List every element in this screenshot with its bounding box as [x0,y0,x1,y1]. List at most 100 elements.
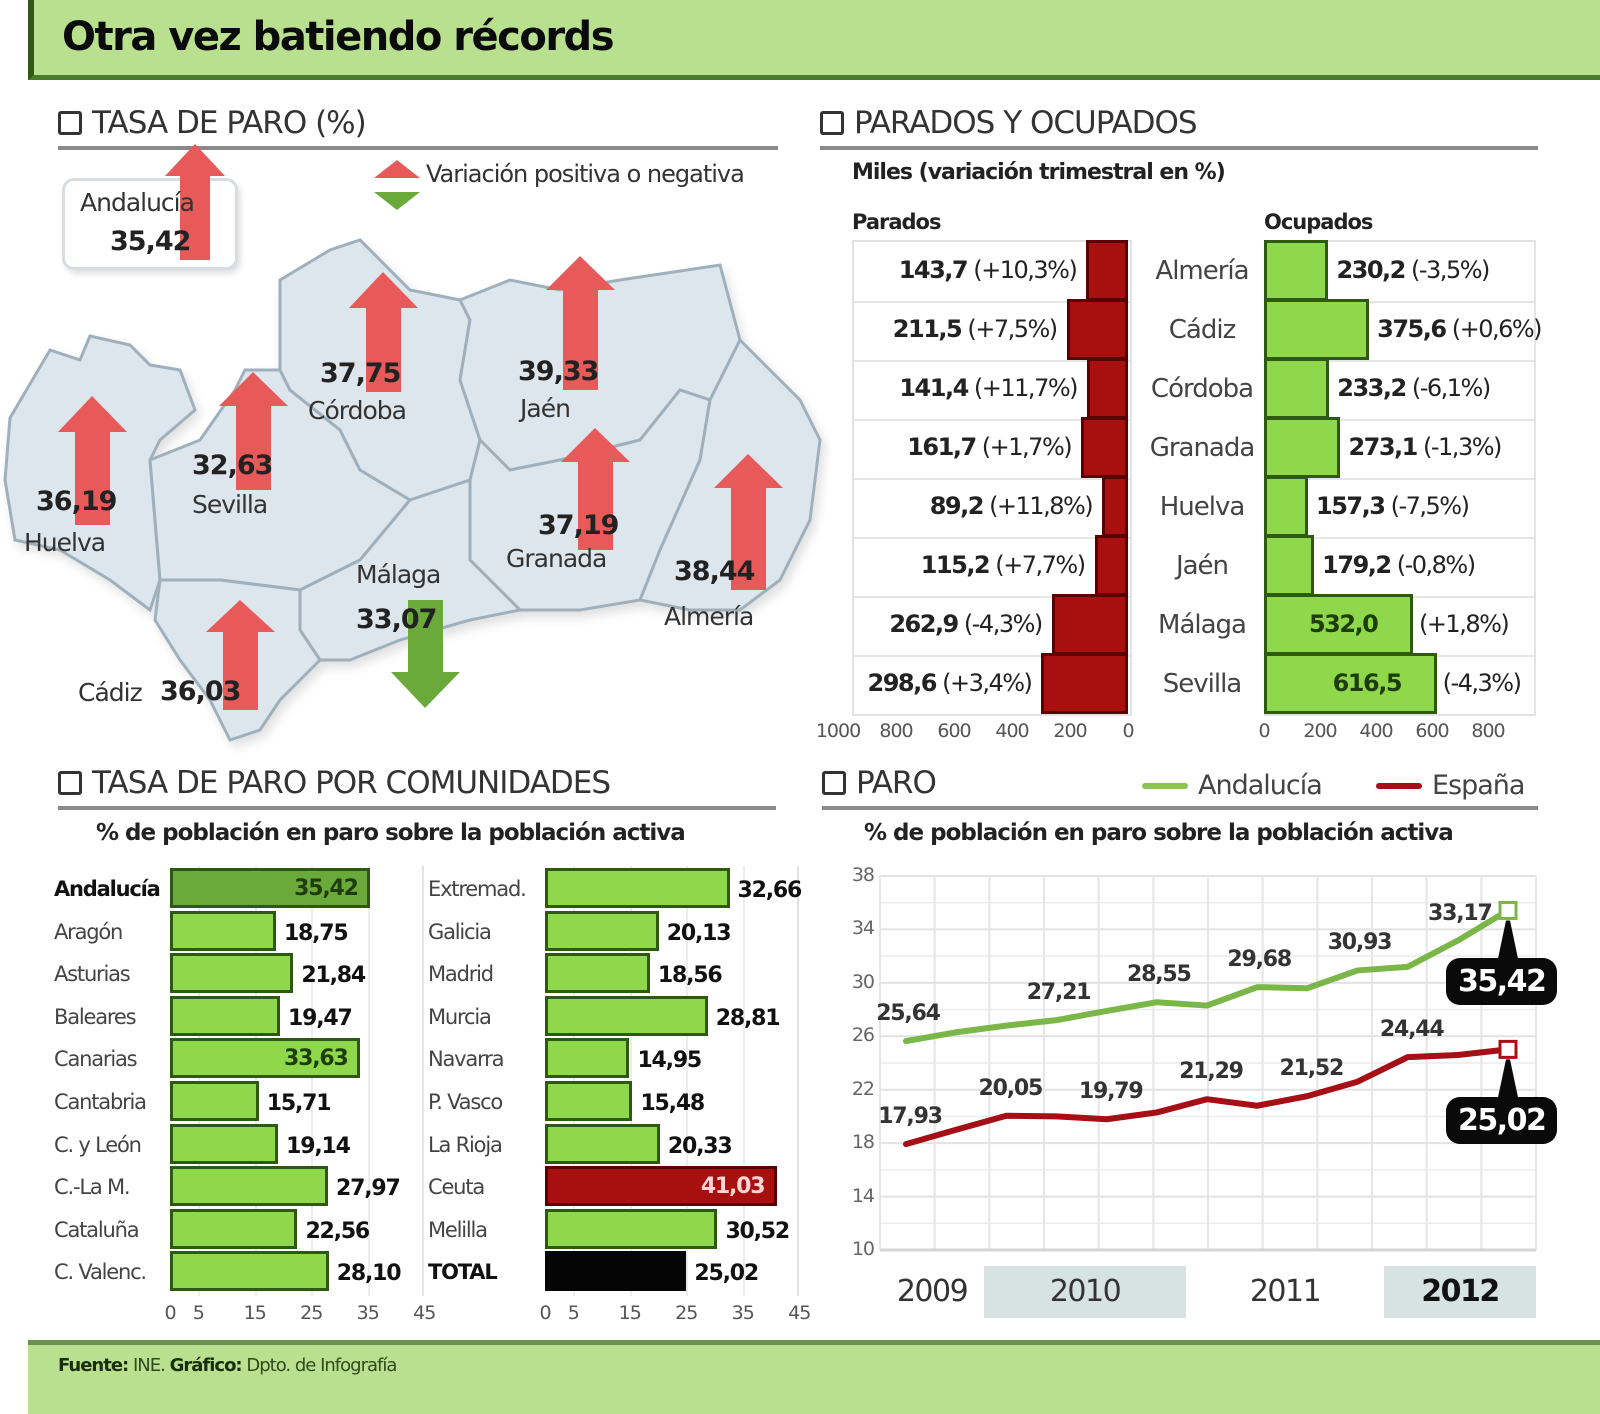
province-label: Huelva [1159,492,1246,522]
community-label: Navarra [428,1047,504,1072]
province-label: Sevilla [1162,669,1243,699]
gridline [311,866,314,1296]
malaga-label: Málaga [356,560,441,589]
axis-tick: 45 [413,1302,436,1324]
ocupados-bar [1264,476,1309,537]
almeria-label: Almería [664,602,754,631]
community-bar [170,1038,360,1079]
community-bar [545,1251,687,1292]
parados-value: 143,7 (+10,3%) [898,256,1078,284]
community-bar [170,1123,279,1164]
checkbox-square-icon [822,771,846,795]
y-axis-tick: 26 [851,1024,875,1047]
axis-tick: 200 [1303,720,1337,742]
community-label: TOTAL [428,1260,498,1285]
ocupados-bar [1264,417,1341,478]
page-title: Otra vez batiendo récords [62,14,615,60]
community-value: 25,02 [694,1261,759,1287]
y-axis-tick: 14 [851,1184,875,1207]
axis-tick: 0 [1258,720,1270,742]
andalucia-point-label: 29,68 [1227,947,1292,973]
po-subtitle: Miles (variación trimestral en %) [852,160,1226,185]
axis-tick: 25 [675,1302,698,1324]
year-label: 2012 [1421,1274,1500,1309]
community-label: Melilla [428,1217,488,1242]
gridline [1266,360,1534,362]
parados-bar [1086,240,1128,301]
province-label: Cádiz [1168,315,1236,345]
community-value: 19,14 [286,1133,351,1159]
community-bar [170,1081,259,1121]
espana-point-label: 21,52 [1279,1056,1345,1082]
huelva-value: 36,19 [36,486,117,517]
community-label: La Rioja [428,1132,503,1157]
parados-label: Parados [852,210,941,234]
espana-point-label: 21,29 [1179,1059,1244,1085]
paro-subtitle: % de población en paro sobre la població… [864,820,1454,846]
variation-legend: Variación positiva o negativa [372,156,745,221]
year-label: 2010 [1049,1274,1122,1309]
ocupados-bar [1264,594,1413,655]
community-value: 22,56 [305,1218,370,1244]
province-label: Almería [1155,256,1249,286]
andalucia-point-label: 25,64 [876,1001,941,1027]
andalucia-point-label: 27,21 [1026,980,1092,1006]
ocupados-bar [1264,240,1329,301]
axis-tick: 45 [788,1302,811,1324]
arrow-up-icon [219,372,288,490]
gridline [854,360,1130,362]
andalucia-point-label: 30,93 [1327,930,1393,956]
ocupados-bar [1264,653,1437,714]
parados-value: 115,2 (+7,7%) [920,551,1086,579]
gridline [854,478,1130,480]
community-bar [170,868,371,908]
parados-bar [1086,358,1128,419]
province-label: Málaga [1158,610,1247,640]
community-label: C. Valenc. [54,1260,147,1285]
andalucia-value: 35,42 [110,226,191,257]
axis-tick: 0 [164,1302,176,1324]
community-label: Baleares [54,1004,137,1029]
graphic-label: Gráfico: [169,1355,243,1376]
gridline [367,866,370,1296]
arrow-up-icon [206,600,275,710]
espana-point-label: 19,79 [1078,1079,1144,1105]
parados-value: 89,2 (+11,8%) [929,492,1094,520]
community-value: 27,97 [336,1176,401,1202]
community-bar [545,910,659,951]
community-bar [170,953,294,994]
community-bar [545,868,730,908]
year-label: 2009 [896,1274,969,1309]
parados-value: 211,5 (+7,5%) [892,315,1058,343]
axis-tick: 600 [1415,720,1449,742]
community-label: Ceuta [428,1175,485,1200]
almeria-value: 38,44 [674,556,755,587]
gridline [686,866,689,1296]
axis-tick: 400 [1359,720,1393,742]
huelva-label: Huelva [24,528,106,557]
checkbox-square-icon [58,771,82,795]
community-value: 28,81 [715,1005,781,1031]
andalucia-label: Andalucía [80,188,195,217]
checkbox-square-icon [820,111,844,135]
gridline [1266,301,1534,303]
arrow-up-icon [714,454,783,590]
espana-latest-callout: 25,02 [1446,1097,1558,1145]
community-value: 30,52 [725,1218,790,1244]
gridline [854,655,1130,657]
section-title: PARO [856,765,937,801]
community-value: 20,33 [667,1133,733,1159]
ocupados-value: 532,0 (+1,8%) [1308,610,1510,638]
gridline [854,537,1130,539]
trend-arrows [58,144,783,710]
gridline [1266,419,1534,421]
axis-tick: 25 [300,1302,323,1324]
parados-bar [1066,299,1128,360]
sevilla-value: 32,63 [192,450,273,481]
comunidades-subtitle: % de población en paro sobre la població… [96,820,686,846]
comunidades-header: TASA DE PARO POR COMUNIDADES [58,760,776,810]
community-bar [545,1166,777,1207]
axis-tick: 15 [618,1302,642,1324]
community-value: 18,75 [283,920,349,946]
arrow-up-icon [58,396,127,525]
